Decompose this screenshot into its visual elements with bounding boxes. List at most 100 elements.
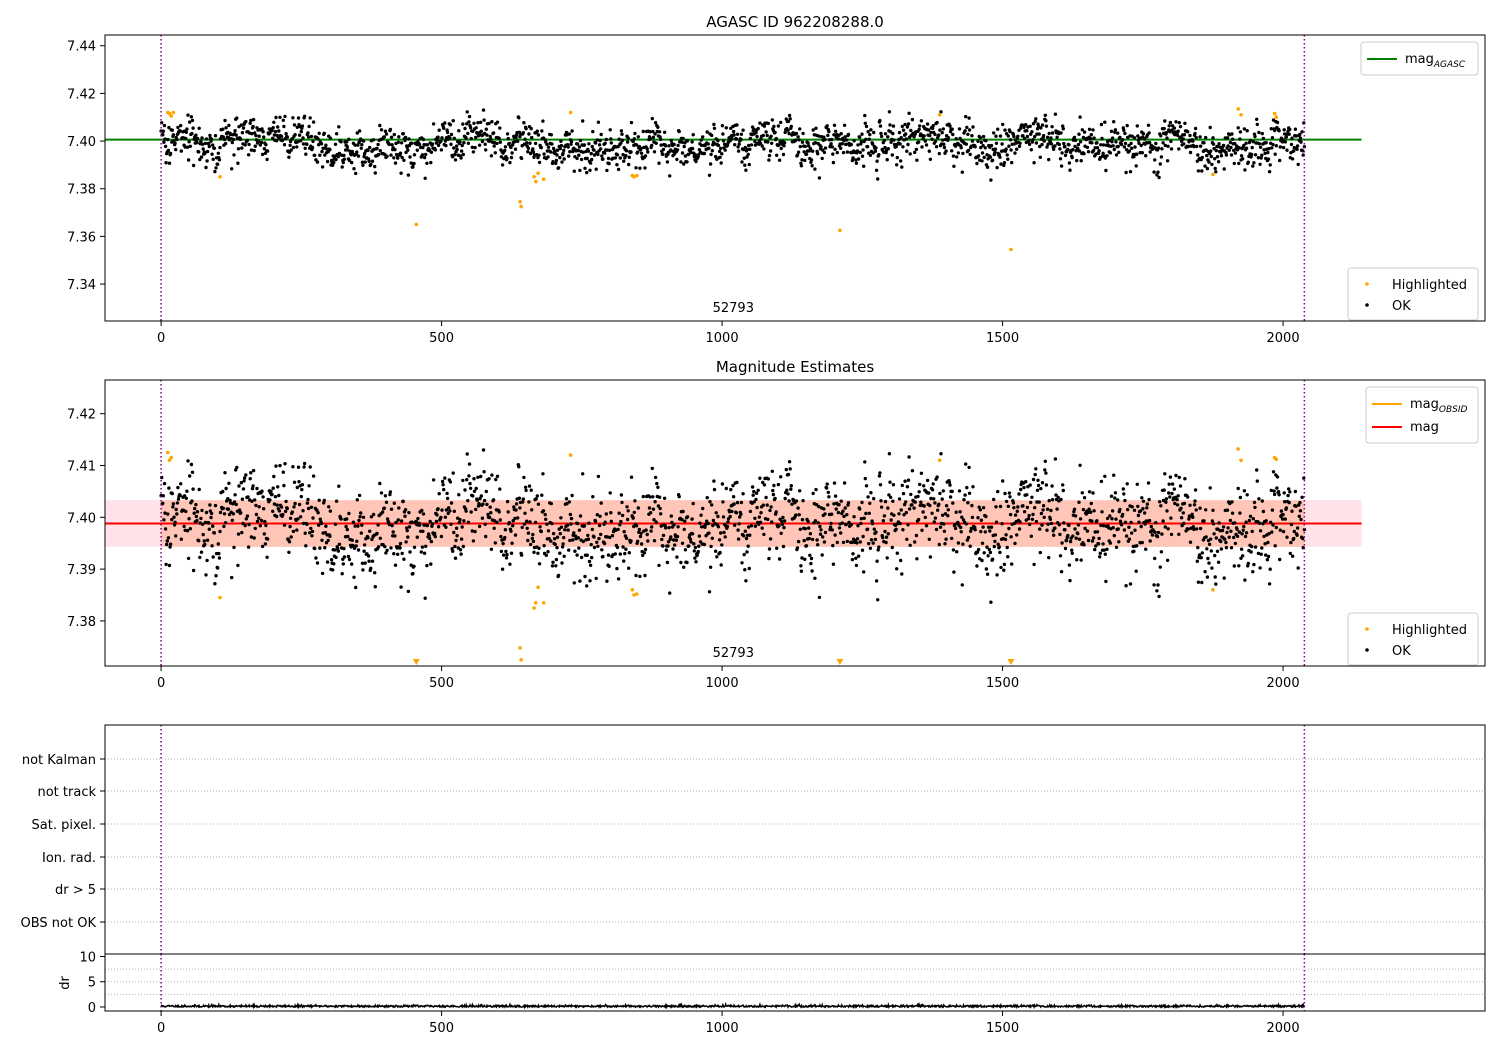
ok-point (740, 561, 744, 565)
ok-point (578, 138, 583, 143)
ok-point (858, 507, 862, 511)
ok-point (907, 111, 911, 116)
ok-point (934, 527, 939, 532)
ok-point (712, 487, 717, 492)
ok-point (669, 535, 673, 539)
ok-point (906, 122, 911, 126)
ok-point (828, 525, 833, 529)
ok-point (921, 510, 925, 514)
ok-point (735, 123, 739, 127)
ok-point (826, 133, 830, 138)
ok-point (794, 513, 798, 517)
ok-point (894, 144, 898, 149)
ok-point (1133, 528, 1137, 532)
ok-point (757, 515, 762, 519)
ok-point (596, 152, 600, 157)
ok-point (1138, 509, 1143, 513)
ok-point (933, 516, 938, 520)
ok-point (1002, 568, 1006, 572)
ok-point (1047, 131, 1051, 136)
ok-point (597, 536, 601, 541)
ok-point (1018, 520, 1022, 524)
ok-point (1230, 132, 1234, 136)
ok-point (657, 495, 662, 499)
ok-point (629, 150, 633, 154)
ok-point (915, 557, 919, 561)
ok-point (277, 129, 281, 133)
ok-point (1034, 117, 1038, 121)
ok-point (637, 527, 642, 532)
ok-point (887, 493, 891, 497)
ok-point (810, 537, 815, 542)
highlighted-point (1239, 458, 1243, 463)
ok-point (204, 573, 208, 577)
ok-point (808, 553, 812, 557)
ok-point (768, 537, 773, 541)
ok-point (336, 549, 340, 553)
ok-point (776, 124, 781, 128)
ok-point (1038, 155, 1043, 159)
ok-point (1168, 495, 1172, 499)
ok-point (1196, 580, 1201, 584)
ok-point (362, 549, 366, 553)
ok-point (389, 546, 393, 550)
ok-point (650, 143, 654, 148)
ok-point (1096, 542, 1101, 546)
ok-point (396, 518, 400, 522)
ok-point (457, 520, 462, 525)
ok-point (950, 536, 954, 541)
ok-point (803, 158, 807, 163)
ok-point (1000, 522, 1004, 526)
ok-point (854, 158, 858, 162)
ok-point (1099, 523, 1103, 528)
ok-point (1034, 141, 1039, 145)
ok-point (981, 506, 986, 510)
ok-point (583, 166, 587, 170)
ok-point (376, 545, 381, 549)
ok-point (265, 537, 270, 541)
ok-point (955, 155, 959, 159)
ok-point (1196, 153, 1200, 157)
ok-point (1123, 141, 1128, 146)
ok-point (402, 557, 406, 561)
ok-point (1011, 501, 1016, 505)
ok-point (783, 496, 787, 501)
ok-point (288, 143, 292, 147)
ok-point (1172, 126, 1177, 130)
ok-point (1175, 503, 1180, 507)
ok-point (473, 145, 477, 150)
ok-point (886, 506, 890, 510)
ok-point (1295, 144, 1300, 148)
ok-point (1260, 131, 1265, 136)
ok-point (1132, 155, 1136, 159)
ok-point (780, 522, 785, 526)
ok-point (412, 153, 417, 157)
ok-point (1017, 492, 1021, 496)
ok-point (449, 132, 454, 137)
ok-point (802, 150, 806, 154)
ok-point (1302, 145, 1307, 149)
ok-point (1250, 152, 1254, 157)
ok-point (936, 508, 940, 512)
ok-point (1041, 134, 1046, 138)
ok-point (575, 553, 579, 557)
ok-point (829, 521, 833, 526)
highlighted-point (632, 175, 636, 179)
ok-point (573, 534, 578, 538)
ok-point (659, 512, 663, 516)
ok-point (786, 472, 791, 477)
ok-point (549, 133, 553, 137)
ok-point (425, 563, 429, 568)
ok-point (1288, 551, 1293, 556)
ok-point (197, 126, 201, 130)
ok-point (583, 574, 587, 579)
ok-point (406, 589, 411, 594)
ok-point (389, 507, 394, 511)
ok-point (189, 462, 194, 467)
ok-point (550, 142, 554, 146)
ok-point (646, 539, 650, 543)
x-tick-label: 0 (157, 331, 165, 346)
ok-point (940, 497, 944, 501)
ok-point (234, 133, 238, 137)
ok-point (250, 499, 254, 503)
